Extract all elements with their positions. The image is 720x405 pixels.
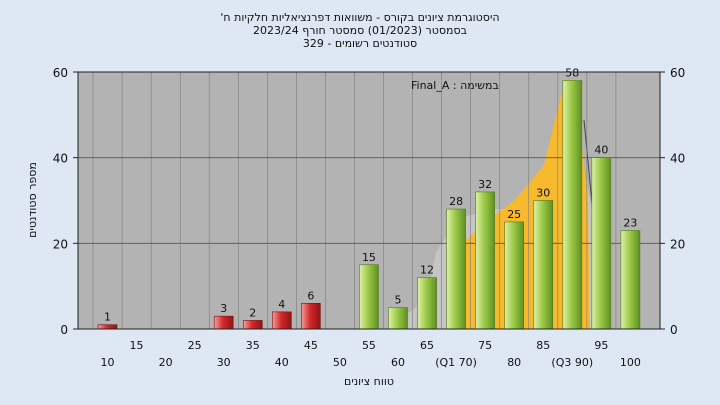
bar-10 <box>97 324 118 330</box>
bar-40 <box>271 311 292 330</box>
data-label-80: 25 <box>507 208 521 221</box>
bar-85 <box>533 200 554 330</box>
bar-75 <box>475 191 495 330</box>
bar-90 <box>562 80 583 330</box>
x-tick-label: 95 <box>594 339 608 352</box>
data-label-70: 28 <box>449 195 463 208</box>
x-tick-label: 75 <box>478 339 492 352</box>
y-tick-label-right: 0 <box>670 323 678 337</box>
bar-65 <box>417 277 437 330</box>
x-axis-title: טווח ציונים <box>344 375 394 388</box>
y-tick-label-left: 20 <box>53 237 68 251</box>
x-tick-label: 40 <box>275 356 289 369</box>
y-tick-label-right: 60 <box>670 66 685 80</box>
x-tick-label: 60 <box>391 356 405 369</box>
x-tick-label: (Q3 90) <box>551 356 593 369</box>
data-label-90: 58 <box>565 67 579 80</box>
data-label-40: 4 <box>278 298 285 311</box>
x-tick-label: 85 <box>536 339 550 352</box>
data-label-30: 3 <box>220 302 227 315</box>
data-label-95: 40 <box>594 144 608 157</box>
bar-80 <box>504 221 525 330</box>
x-tick-label: 65 <box>420 339 434 352</box>
y-tick-label-left: 40 <box>53 152 68 166</box>
data-label-60: 5 <box>395 294 402 307</box>
data-label-75: 32 <box>478 178 492 191</box>
y-tick-label-left: 0 <box>60 323 68 337</box>
data-label-85: 30 <box>536 187 550 200</box>
data-label-100: 23 <box>623 216 637 229</box>
bar-35 <box>242 320 263 330</box>
y-tick-label-right: 20 <box>670 237 685 251</box>
data-label-55: 15 <box>362 251 376 264</box>
bar-95 <box>591 157 612 330</box>
y-tick-label-left: 60 <box>53 66 68 80</box>
x-tick-label: 35 <box>246 339 260 352</box>
x-tick-label: 10 <box>101 356 115 369</box>
interquartile-area <box>464 80 590 329</box>
y-tick-label-right: 40 <box>670 152 685 166</box>
x-tick-label: 100 <box>620 356 641 369</box>
bar-45 <box>301 302 321 330</box>
bar-100 <box>620 230 641 330</box>
chart-title-line-3: סטודנטים רשומים - 329 <box>302 37 418 50</box>
chart-title-line-1: היסטוגרמת ציונים בקורס - משוואות דפרנציא… <box>220 11 500 24</box>
bar-55 <box>359 264 379 330</box>
data-label-35: 2 <box>249 306 256 319</box>
bar-30 <box>213 315 234 330</box>
x-tick-label: 45 <box>304 339 318 352</box>
chart-title-line-2: בסמסטר (01/2023) סמסטר חורף 2023/24 <box>253 24 467 37</box>
bar-70 <box>446 208 466 330</box>
data-label-45: 6 <box>307 289 314 302</box>
task-annotation: במשימה : Final_A <box>411 79 499 92</box>
x-tick-label: (Q1 70) <box>435 356 477 369</box>
y-axis-title: מספר סטודנטים <box>26 162 39 238</box>
x-tick-label: 15 <box>130 339 144 352</box>
data-label-10: 1 <box>104 311 111 324</box>
x-tick-label: 30 <box>217 356 231 369</box>
data-label-65: 12 <box>420 264 434 277</box>
x-tick-label: 80 <box>507 356 521 369</box>
bar-60 <box>388 307 408 330</box>
x-tick-label: 25 <box>188 339 202 352</box>
x-tick-label: 55 <box>362 339 376 352</box>
x-tick-label: 50 <box>333 356 347 369</box>
plot-border <box>77 71 661 330</box>
x-tick-label: 20 <box>159 356 173 369</box>
